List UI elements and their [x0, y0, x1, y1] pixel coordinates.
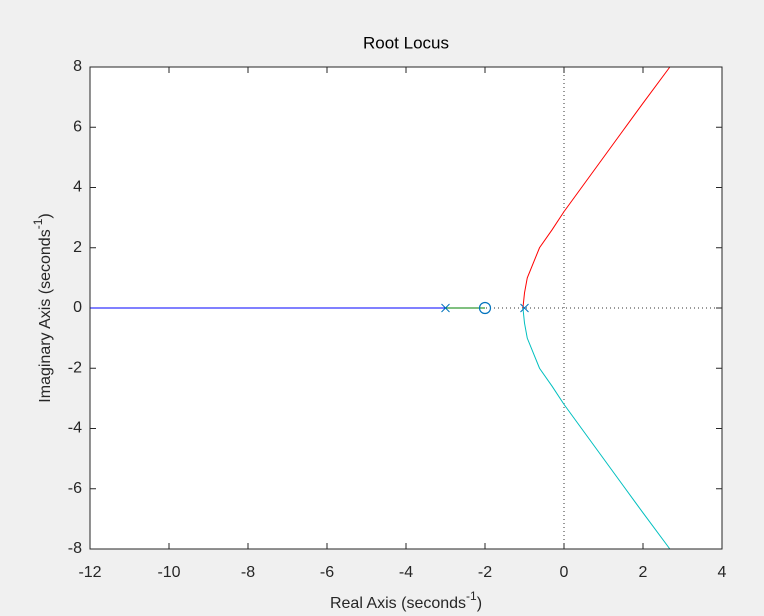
y-tick-label: -2: [68, 359, 82, 376]
y-tick-label: 6: [73, 118, 82, 135]
x-tick-label: -8: [241, 564, 255, 581]
y-tick-label: -8: [68, 540, 82, 557]
x-tick-label: 4: [718, 564, 727, 581]
x-tick-label: 2: [639, 564, 648, 581]
y-axis-label-text: Imaginary Axis (seconds: [37, 229, 54, 402]
x-tick-label: -10: [157, 564, 180, 581]
y-tick-label: 4: [73, 179, 82, 196]
y-axis-label-suffix: ): [37, 213, 54, 218]
x-tick-label: -6: [320, 564, 334, 581]
pole-marker: [441, 303, 450, 313]
x-axis-label-text: Real Axis (seconds: [330, 595, 466, 612]
x-axis-label-suffix: ): [477, 595, 482, 612]
pole-marker: [520, 303, 529, 313]
y-axis-label-superscript: -1: [31, 218, 45, 229]
x-tick-label: -12: [78, 564, 101, 581]
y-tick-label: -6: [68, 480, 82, 497]
axes-box: [89, 66, 723, 550]
zero-marker: [478, 301, 492, 315]
x-tick-label: -2: [478, 564, 492, 581]
locus-branch: [522, 307, 671, 550]
chart-title: Root Locus: [363, 33, 449, 52]
x-tick-label: 0: [560, 564, 569, 581]
y-tick-label: 8: [73, 58, 82, 75]
x-axis-label: Real Axis (seconds-1): [330, 589, 482, 612]
x-axis-label-superscript: -1: [466, 589, 477, 603]
y-tick-label: -4: [68, 420, 82, 437]
y-tick-label: 0: [73, 299, 82, 316]
x-tick-label: -4: [399, 564, 413, 581]
y-tick-label: 2: [73, 239, 82, 256]
y-axis-label: Imaginary Axis (seconds-1): [31, 213, 54, 402]
locus-branch: [522, 66, 671, 309]
